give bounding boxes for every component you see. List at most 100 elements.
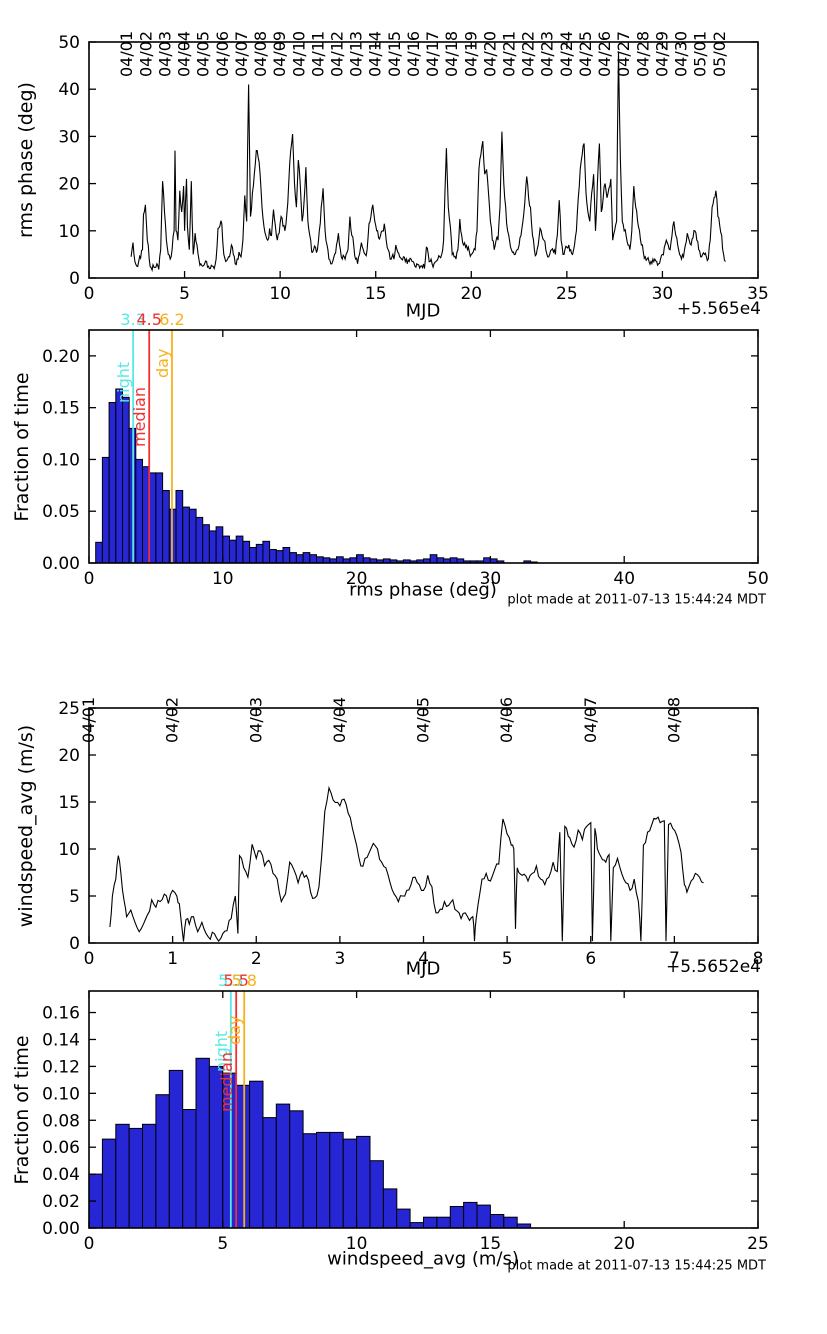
histogram-bar xyxy=(122,396,130,564)
x-tick-label: 50 xyxy=(747,569,769,589)
y-tick-label: 10 xyxy=(58,222,80,242)
panel1-y-axis-label: rms phase (deg) xyxy=(15,82,37,238)
y-tick-label: 0.04 xyxy=(42,1165,80,1185)
date-tick-label: 04/26 xyxy=(595,31,614,77)
axes-frame xyxy=(88,329,759,564)
x-tick-label: 6 xyxy=(585,949,596,969)
histogram-bar xyxy=(289,1110,304,1229)
y-tick-label: 0 xyxy=(69,934,80,954)
axis-tick-labels: 0 5 10 15 20 25 0.00 0.02 0.04 0.06 0.08 0.10 0.12 0.… xyxy=(42,1004,769,1254)
x-tick-label: 25 xyxy=(747,1234,769,1254)
x-tick-label: 0 xyxy=(84,949,95,969)
y-tick-label: 0.05 xyxy=(42,502,80,522)
histogram-bar xyxy=(235,1084,251,1229)
date-tick-label: 04/05 xyxy=(414,697,433,743)
histogram-bar xyxy=(436,1216,451,1229)
x-tick-label: 40 xyxy=(613,569,635,589)
date-tick-label: 04/04 xyxy=(175,31,194,77)
histogram-bar xyxy=(275,1103,291,1229)
night-word-label: night xyxy=(114,362,133,403)
y-tick-label: 0 xyxy=(69,269,80,289)
date-tick-label: 04/05 xyxy=(194,31,213,77)
histogram-bar xyxy=(135,458,144,564)
day-word-label: day xyxy=(225,1016,244,1045)
date-tick-label: 04/13 xyxy=(347,31,366,77)
histogram-bar xyxy=(269,549,277,564)
histogram-bar xyxy=(155,472,164,564)
axis-ticks xyxy=(88,707,759,944)
histogram-bar xyxy=(429,554,438,564)
x-tick-label: 20 xyxy=(346,569,368,589)
panel4-timestamp-note: plot made at 2011-07-13 15:44:25 MDT xyxy=(507,1258,766,1274)
y-tick-label: 0.16 xyxy=(42,1004,80,1024)
axis-ticks xyxy=(88,330,759,564)
histogram-bar xyxy=(188,508,197,564)
y-tick-label: 40 xyxy=(58,80,80,100)
date-tick-label: 04/21 xyxy=(500,31,519,77)
night-value-label: 3.3 xyxy=(120,310,145,329)
date-tick-label: 04/11 xyxy=(308,31,327,77)
histogram-bar xyxy=(302,1133,318,1229)
date-tick-label: 04/01 xyxy=(79,697,98,743)
date-tick-label: 04/07 xyxy=(232,31,251,77)
histogram-bar xyxy=(115,388,124,564)
histogram-bar xyxy=(202,524,210,564)
date-tick-label: 04/30 xyxy=(672,31,691,77)
histogram-bar xyxy=(329,1131,344,1229)
panel-2: 3.3 night 4.5 median 6.2 day 0 10 20 30 40 50 0.00 0.… xyxy=(42,310,769,589)
y-tick-label: 20 xyxy=(58,746,80,766)
panel3-x-axis-label: MJD xyxy=(405,958,441,980)
day-value-label: 6.2 xyxy=(159,310,184,329)
x-tick-label: 8 xyxy=(753,949,764,969)
histogram-bar xyxy=(356,554,364,564)
panel-1: 0 5 10 15 20 25 30 35 0 10 20 30 40 50 04/01 04/02 04/03… xyxy=(58,31,768,304)
y-tick-label: 0.00 xyxy=(42,554,80,574)
histogram-bar xyxy=(356,1135,371,1229)
histogram-bar xyxy=(108,402,117,564)
histogram-bar xyxy=(396,1208,411,1229)
date-tick-label: 04/27 xyxy=(614,31,633,77)
y-tick-label: 0.15 xyxy=(42,399,80,419)
histogram-bar xyxy=(449,1206,465,1229)
histogram-bar xyxy=(503,1216,518,1229)
y-tick-label: 0.10 xyxy=(42,450,80,470)
x-tick-label: 0 xyxy=(84,284,95,304)
date-tick-label: 05/01 xyxy=(691,31,710,77)
histogram-bar xyxy=(142,466,150,564)
histogram-bar xyxy=(115,1123,130,1229)
date-tick-label: 04/07 xyxy=(581,697,600,743)
histogram-bars xyxy=(95,388,538,564)
date-tick-label: 04/15 xyxy=(385,31,404,77)
date-tick-label: 04/20 xyxy=(480,31,499,77)
y-tick-label: 0.20 xyxy=(42,347,80,367)
histogram-bar xyxy=(182,1109,197,1229)
panel4-y-axis-label: Fraction of time xyxy=(11,1035,33,1185)
histogram-bar xyxy=(295,554,304,564)
histogram-bar xyxy=(249,1080,264,1229)
x-tick-label: 15 xyxy=(365,284,387,304)
histogram-bar xyxy=(95,541,103,564)
date-tick-label: 04/23 xyxy=(538,31,557,77)
histogram-bar xyxy=(369,1160,384,1229)
y-tick-label: 20 xyxy=(58,175,80,195)
histogram-bar xyxy=(409,1222,425,1229)
date-tick-label: 04/06 xyxy=(497,697,516,743)
date-labels: 04/01 04/02 04/03 04/04 04/05 04/06 04/07 04/08 xyxy=(79,697,683,743)
x-tick-label: 10 xyxy=(346,1234,368,1254)
histogram-bar xyxy=(182,506,190,564)
y-tick-label: 0.14 xyxy=(42,1030,80,1050)
x-tick-label: 5 xyxy=(217,1234,228,1254)
panel4-x-axis-label: windspeed_avg (m/s) xyxy=(327,1248,519,1270)
histogram-bar xyxy=(302,552,311,564)
histogram-bar xyxy=(162,490,170,564)
date-tick-label: 04/03 xyxy=(246,697,265,743)
histogram-bar xyxy=(215,526,224,564)
y-tick-label: 0.10 xyxy=(42,1084,80,1104)
time-series-line xyxy=(109,785,704,943)
date-tick-label: 04/02 xyxy=(136,31,155,77)
date-labels: 04/01 04/02 04/03 04/04 04/05 04/06 04/07 04/08… xyxy=(117,31,729,77)
histogram-bar xyxy=(489,1214,505,1229)
x-tick-label: 7 xyxy=(669,949,680,969)
